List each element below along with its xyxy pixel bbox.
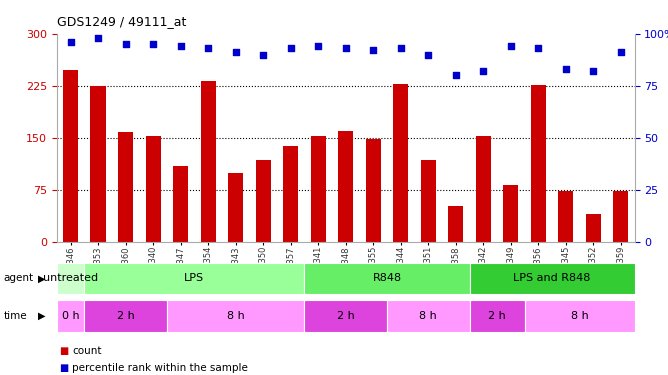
Point [588,68,599,74]
Point [341,45,351,51]
Bar [586,214,601,242]
Text: R848: R848 [372,273,401,284]
Text: GDS1249 / 49111_at: GDS1249 / 49111_at [57,15,186,28]
Bar [173,166,188,242]
Text: ■: ■ [59,363,68,373]
Bar [387,300,470,332]
Bar [146,136,160,242]
Bar [613,190,629,242]
Point [506,43,516,49]
Bar [470,300,524,332]
Point [148,41,158,47]
Point [423,52,434,58]
Bar [393,84,408,242]
Text: untreated: untreated [43,273,98,284]
Text: ■: ■ [59,346,68,355]
Bar [305,262,470,294]
Bar [503,185,518,242]
Bar [84,262,305,294]
Point [368,47,379,53]
Text: LPS: LPS [184,273,204,284]
Point [230,50,241,55]
Text: 2 h: 2 h [337,311,355,321]
Point [93,35,104,41]
Point [615,50,626,55]
Text: 8 h: 8 h [570,311,589,321]
Bar [63,70,78,242]
Text: 2 h: 2 h [117,311,134,321]
Point [285,45,296,51]
Bar [118,132,133,242]
Point [258,52,269,58]
Bar [470,262,635,294]
Text: LPS and R848: LPS and R848 [514,273,591,284]
Point [313,43,323,49]
Point [175,43,186,49]
Point [478,68,488,74]
Bar [57,262,84,294]
Bar [558,190,573,242]
Text: count: count [72,346,102,355]
Text: 0 h: 0 h [61,311,79,321]
Text: ▶: ▶ [38,273,45,284]
Bar [524,300,635,332]
Bar [476,136,491,242]
Bar [421,160,436,242]
Bar [531,85,546,242]
Point [65,39,76,45]
Bar [283,146,298,242]
Point [203,45,214,51]
Bar [305,300,387,332]
Bar [228,172,243,242]
Text: time: time [3,311,27,321]
Point [560,66,571,72]
Text: 8 h: 8 h [226,311,244,321]
Point [120,41,131,47]
Bar [256,160,271,242]
Bar [57,300,84,332]
Point [395,45,406,51]
Bar [200,81,216,242]
Bar [448,206,464,242]
Bar [90,86,106,242]
Bar [338,131,353,242]
Point [533,45,544,51]
Bar [365,139,381,242]
Text: 2 h: 2 h [488,311,506,321]
Bar [167,300,305,332]
Text: 8 h: 8 h [420,311,437,321]
Text: agent: agent [3,273,33,284]
Text: ▶: ▶ [38,311,45,321]
Point [450,72,461,78]
Bar [311,136,326,242]
Bar [84,300,167,332]
Text: percentile rank within the sample: percentile rank within the sample [72,363,248,373]
